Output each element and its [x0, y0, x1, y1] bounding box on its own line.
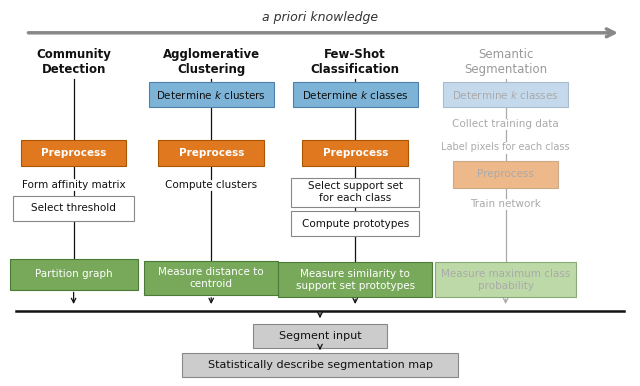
- FancyBboxPatch shape: [453, 161, 559, 188]
- FancyBboxPatch shape: [291, 212, 419, 236]
- FancyBboxPatch shape: [13, 196, 134, 221]
- Text: Preprocess: Preprocess: [41, 148, 106, 158]
- FancyBboxPatch shape: [182, 353, 458, 377]
- FancyBboxPatch shape: [293, 82, 418, 107]
- FancyBboxPatch shape: [20, 140, 127, 166]
- Text: Semantic
Segmentation: Semantic Segmentation: [464, 48, 547, 76]
- Text: Measure distance to
centroid: Measure distance to centroid: [158, 267, 264, 289]
- Text: Statistically describe segmentation map: Statistically describe segmentation map: [207, 360, 433, 370]
- Text: Train network: Train network: [470, 199, 541, 209]
- FancyBboxPatch shape: [159, 140, 264, 166]
- Text: Select support set
for each class: Select support set for each class: [308, 181, 403, 203]
- FancyBboxPatch shape: [303, 140, 408, 166]
- FancyBboxPatch shape: [291, 178, 419, 207]
- FancyBboxPatch shape: [435, 262, 576, 297]
- FancyBboxPatch shape: [149, 82, 274, 107]
- Text: Preprocess: Preprocess: [477, 169, 534, 179]
- FancyBboxPatch shape: [144, 261, 278, 295]
- Text: Partition graph: Partition graph: [35, 269, 113, 279]
- Text: Determine $k$ classes: Determine $k$ classes: [302, 88, 408, 101]
- Text: Segment input: Segment input: [278, 331, 362, 341]
- Text: Compute clusters: Compute clusters: [165, 180, 257, 190]
- FancyBboxPatch shape: [10, 259, 138, 290]
- Text: Determine $k$ clusters: Determine $k$ clusters: [156, 88, 266, 101]
- Text: Determine $k$ classes: Determine $k$ classes: [452, 88, 559, 101]
- Text: Preprocess: Preprocess: [323, 148, 388, 158]
- FancyBboxPatch shape: [253, 324, 387, 348]
- Text: Few-Shot
Classification: Few-Shot Classification: [310, 48, 400, 76]
- FancyBboxPatch shape: [278, 262, 432, 297]
- Text: a priori knowledge: a priori knowledge: [262, 11, 378, 24]
- Text: Form affinity matrix: Form affinity matrix: [22, 179, 125, 190]
- Text: Preprocess: Preprocess: [179, 148, 244, 158]
- Text: Compute prototypes: Compute prototypes: [301, 219, 409, 229]
- Text: Collect training data: Collect training data: [452, 119, 559, 129]
- Text: Measure maximum class
probability: Measure maximum class probability: [441, 269, 570, 291]
- Text: Select threshold: Select threshold: [31, 203, 116, 213]
- Text: Agglomerative
Clustering: Agglomerative Clustering: [163, 48, 260, 76]
- FancyBboxPatch shape: [443, 82, 568, 107]
- Text: Measure similarity to
support set prototypes: Measure similarity to support set protot…: [296, 269, 415, 291]
- Text: Community
Detection: Community Detection: [36, 48, 111, 76]
- Text: Label pixels for each class: Label pixels for each class: [442, 142, 570, 152]
